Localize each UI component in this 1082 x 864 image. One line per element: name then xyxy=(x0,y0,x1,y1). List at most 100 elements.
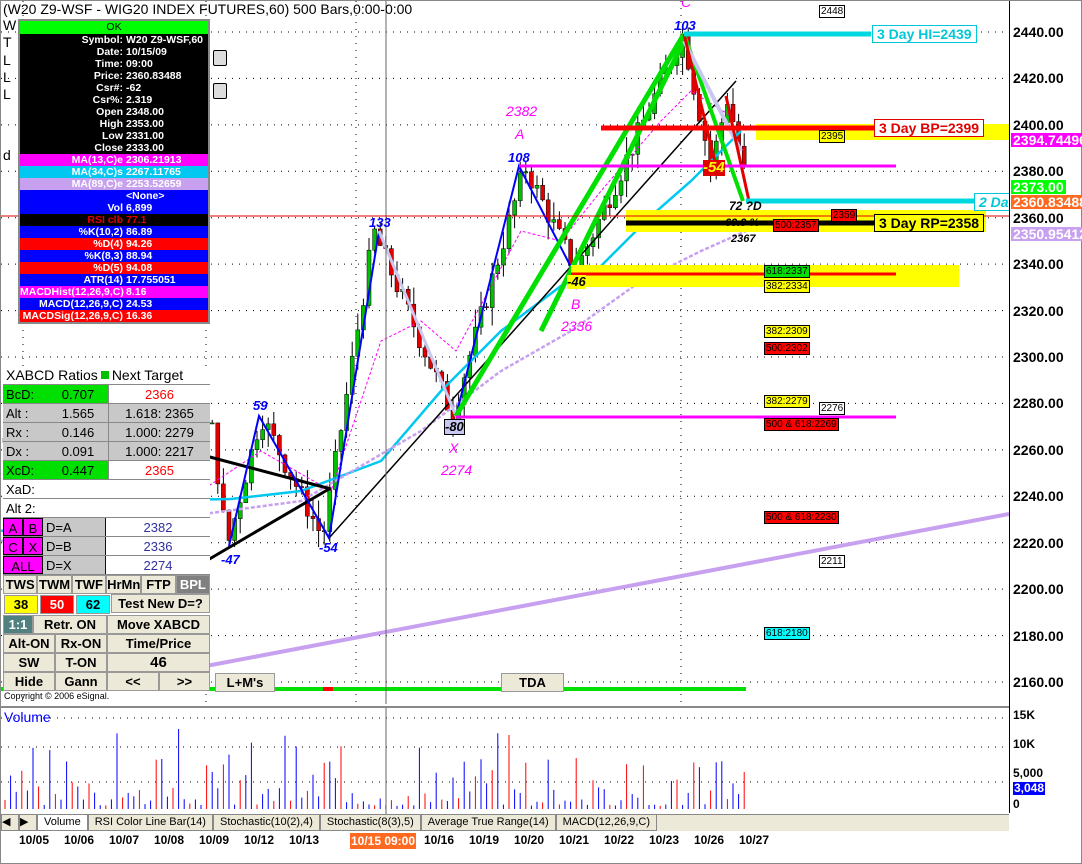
ratio-button[interactable]: 1:1 xyxy=(3,615,33,634)
fib-level-label: 500:2302 xyxy=(764,341,810,355)
study-legend[interactable]: L xyxy=(3,86,11,102)
price-tick: 2280.00 xyxy=(1013,395,1064,412)
t-toggle-button[interactable]: T-ON xyxy=(55,653,107,672)
fib-level-label: 618:2180 xyxy=(764,627,810,641)
three-day-hi-label: 3 Day HI=2439 xyxy=(872,25,977,43)
data-window-row: Date: 10/15/09 xyxy=(20,46,208,58)
lock-icon[interactable] xyxy=(213,83,227,99)
study-legend[interactable]: L xyxy=(3,69,11,85)
study-tab[interactable]: Stochastic(8(3),5) xyxy=(319,815,421,831)
point-toggle-button[interactable]: ALL xyxy=(3,556,43,574)
projection-value: 2274 xyxy=(105,556,210,574)
ratio-key: BcD: xyxy=(3,385,48,403)
data-window-row: Low 2331.00 xyxy=(20,130,208,142)
date-tick: 10/21 xyxy=(558,833,590,847)
study-tab[interactable]: Stochastic(10(2),4) xyxy=(212,815,320,831)
volume-last-marker: 3,048 xyxy=(1013,781,1046,795)
ratio-row: Dx :0.091 1.000: 2217 xyxy=(3,442,210,461)
study-legend[interactable]: T xyxy=(3,34,12,50)
alt-toggle-button[interactable]: Alt-ON xyxy=(3,634,55,653)
study-legend[interactable]: L xyxy=(3,52,11,68)
tool-button-tws[interactable]: TWS xyxy=(3,575,38,594)
data-window-row: Csr%: 2.319 xyxy=(20,94,208,106)
rx-toggle-button[interactable]: Rx-ON xyxy=(55,634,107,653)
fib-ratio-button[interactable]: 38 xyxy=(4,595,38,614)
point-toggle-button[interactable]: C xyxy=(3,537,23,555)
tool-button-hrmn[interactable]: HrMn xyxy=(106,575,142,594)
ratio-value: 0.091 xyxy=(48,442,108,460)
price-tick: 2400.00 xyxy=(1013,116,1064,133)
xabcd-header: XABCD Ratios xyxy=(6,367,98,383)
date-tick: 10/23 xyxy=(648,833,680,847)
swing-label: -80 xyxy=(444,419,465,435)
xabcd-panel: XABCD Ratios Next Target BcD: 0.707 2366 Alt … xyxy=(3,366,211,691)
candle xyxy=(271,423,277,436)
hide-button[interactable]: Hide xyxy=(3,672,55,691)
study-tab[interactable]: Volume xyxy=(37,815,88,831)
projection-label: D=B xyxy=(43,537,105,555)
price-tick: 2220.00 xyxy=(1013,534,1064,551)
lm-button[interactable]: L+M's xyxy=(215,673,275,692)
price-chart[interactable]: (W20 Z9-WSF - WIG20 INDEX FUTURES,60) 50… xyxy=(1,1,1009,704)
data-window-value: 2306.21913 xyxy=(126,154,182,166)
price-axis[interactable]: 2440.00 2420.00 2400.00 2380.00 2360.00 2340.… xyxy=(1009,1,1082,813)
tool-button-ftp[interactable]: FTP xyxy=(141,575,176,594)
study-legend[interactable]: d xyxy=(3,147,11,163)
data-window-row: Close 2333.00 xyxy=(20,142,208,154)
data-window-value: 2353.00 xyxy=(126,118,164,130)
scroll-right-button[interactable]: ▶ xyxy=(19,815,37,831)
tool-button-twm[interactable]: TWM xyxy=(37,575,72,594)
point-toggle-button[interactable]: A xyxy=(3,518,23,536)
data-window-key: %K(10,2) xyxy=(78,226,123,238)
point-toggle-button[interactable]: B xyxy=(23,518,43,536)
ok-button[interactable]: OK xyxy=(20,21,208,34)
time-price-button[interactable]: Time/Price xyxy=(107,634,210,653)
volume-title: Volume xyxy=(4,709,51,725)
study-legend[interactable]: W xyxy=(3,17,17,33)
candle xyxy=(243,482,249,503)
gann-button[interactable]: Gann xyxy=(55,672,107,691)
fib-ratio-button[interactable]: 50 xyxy=(40,595,74,614)
point-toggle-button[interactable]: X xyxy=(23,537,43,555)
price-tick: 2300.00 xyxy=(1013,349,1064,365)
xabcd-leg xyxy=(724,95,751,202)
scroll-left-button[interactable]: ◀ xyxy=(1,815,19,831)
lock-icon[interactable] xyxy=(213,50,227,66)
data-window-row: ATR(14) 17.755051 xyxy=(20,274,208,286)
candle xyxy=(501,248,506,266)
tda-button[interactable]: TDA xyxy=(501,673,564,692)
xabcd-leg xyxy=(228,230,380,547)
next-button[interactable]: >> xyxy=(159,672,210,691)
pattern-point-label: 2274 xyxy=(441,462,473,478)
bar-count[interactable]: 46 xyxy=(107,653,210,672)
study-tabs: ◀ ▶ Volume RSI Color Line Bar(14) Stochast… xyxy=(1,814,1009,831)
ratio-value: 1.565 xyxy=(48,404,108,422)
fib-ratio-button[interactable]: 62 xyxy=(76,595,110,614)
projection-label: D=A xyxy=(43,518,105,536)
swing-label: -54 xyxy=(703,159,725,176)
ma13-line xyxy=(200,90,732,492)
date-tick: 10/13 xyxy=(288,833,320,847)
move-xabcd-button[interactable]: Move XABCD xyxy=(107,615,210,634)
candle xyxy=(277,435,282,456)
study-tab[interactable]: Average True Range(14) xyxy=(420,815,556,831)
price-tick: 2420.00 xyxy=(1013,70,1064,87)
study-tab[interactable]: RSI Color Line Bar(14) xyxy=(87,815,213,831)
price-tick: 2160.00 xyxy=(1013,674,1064,690)
candle xyxy=(338,430,344,452)
ratio-row: XcD: 0.447 2365 xyxy=(3,461,210,480)
candle xyxy=(607,204,613,209)
tool-button-twf[interactable]: TWF xyxy=(71,575,107,594)
pattern-point-label: A xyxy=(515,126,525,142)
fib-level-label: 500:2357 xyxy=(773,218,819,232)
tool-button-bpl[interactable]: BPL xyxy=(175,575,211,594)
volume-pane[interactable]: Volume xyxy=(1,706,1009,814)
prev-button[interactable]: << xyxy=(107,672,159,691)
data-window-key: Csr#: xyxy=(96,82,123,94)
data-window-key: Vol xyxy=(107,202,123,214)
retr-toggle-button[interactable]: Retr. ON xyxy=(33,615,107,634)
test-new-d-button[interactable]: Test New D=? xyxy=(111,594,210,613)
sw-toggle-button[interactable]: SW OFF xyxy=(3,653,55,687)
pattern-point-label: X xyxy=(449,440,459,456)
study-tab[interactable]: MACD(12,26,9,C) xyxy=(555,815,658,831)
